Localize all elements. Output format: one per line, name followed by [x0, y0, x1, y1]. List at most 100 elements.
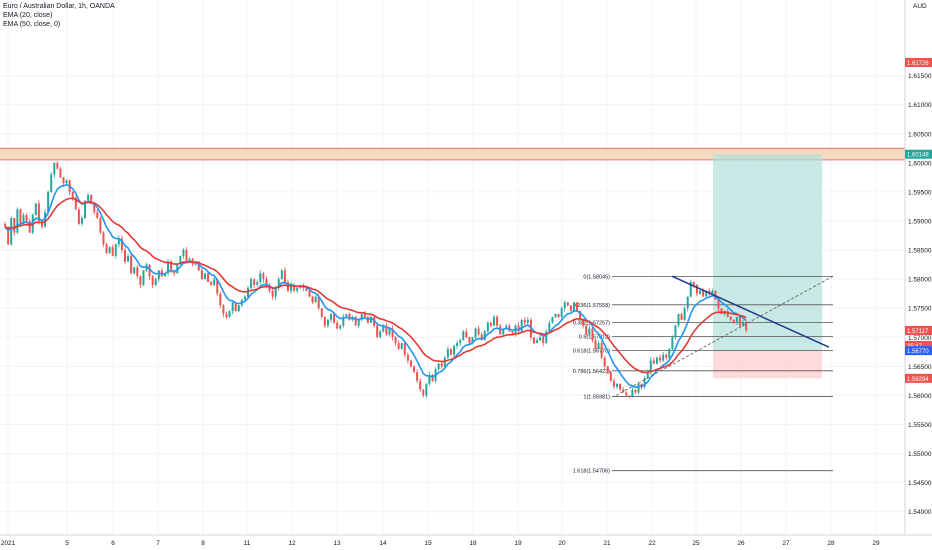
candle-body — [34, 203, 37, 216]
price-tick-label: 1.59500 — [908, 189, 932, 196]
candle-body — [579, 311, 582, 320]
candle-body — [102, 232, 105, 245]
candle-body — [200, 270, 203, 280]
fib-level-label: 0.618(1.56770) — [573, 349, 610, 355]
fib-level-label: 1.618(1.54706) — [573, 469, 610, 475]
candle-body — [348, 314, 351, 320]
candle-body — [7, 226, 10, 245]
candle-body — [655, 357, 658, 364]
symbol-title[interactable]: Euro / Australian Dollar, 1h, OANDA — [3, 3, 115, 10]
candle-body — [489, 322, 492, 326]
candle-body — [594, 340, 597, 349]
candle-body — [413, 366, 416, 373]
candle-body — [729, 316, 732, 320]
candle-body — [388, 328, 391, 335]
candle-body — [643, 377, 646, 387]
candle-body — [449, 348, 452, 355]
candle-body — [74, 197, 77, 210]
price-tick-label: 1.58000 — [908, 277, 932, 284]
candle-body — [532, 337, 535, 344]
candle-body — [207, 273, 210, 283]
candle-body — [339, 325, 342, 329]
candle-body — [609, 372, 612, 381]
candle-body — [453, 346, 456, 355]
candle-body — [345, 314, 348, 317]
ema-lines — [4, 183, 747, 389]
candle-body — [640, 383, 643, 387]
ema-slow-label[interactable]: EMA (50, close, 0) — [3, 21, 61, 28]
candle-body — [360, 314, 363, 320]
candle-body — [600, 343, 603, 358]
candle-body — [569, 305, 572, 312]
candle-body — [683, 308, 686, 320]
candle-body — [108, 247, 111, 253]
candle-body — [557, 314, 560, 317]
time-tick-label: 20 — [558, 540, 566, 547]
candle-body — [674, 325, 677, 338]
candle-body — [431, 375, 434, 381]
time-tick-label: 29 — [872, 540, 880, 547]
candle-body — [142, 270, 145, 285]
price-label-tag — [905, 325, 932, 335]
candle-body — [585, 325, 588, 335]
time-axis[interactable]: 2021 5 6 7 8 11 12 13 14 15 18 19 20 21 22 25 26 27 28 29 — [0, 534, 932, 547]
candle-body — [133, 267, 136, 274]
candle-body — [616, 383, 618, 387]
price-axis[interactable]: 1.61500 1.61000 1.60500 1.60000 1.59500 1.590… — [904, 0, 932, 550]
candle-body — [409, 360, 412, 367]
candle-body — [520, 319, 523, 332]
candle-body — [262, 273, 265, 280]
price-tick-label: 1.57000 — [908, 335, 932, 342]
candle-body — [711, 290, 714, 294]
candle-body — [376, 325, 379, 338]
candle-body — [465, 331, 468, 338]
candle-body — [428, 375, 431, 384]
price-tick-label: 1.60500 — [908, 131, 932, 138]
candle-body — [493, 316, 495, 326]
candle-body — [634, 389, 637, 393]
candle-body — [665, 354, 668, 358]
candle-body — [370, 316, 372, 323]
time-tick-label: 2021 — [1, 540, 16, 547]
price-label-text: 1.56294 — [907, 377, 929, 383]
candle-body — [742, 322, 745, 326]
candle-body — [256, 282, 259, 285]
resistance-zone — [0, 148, 905, 160]
fib-level-label: 0.236(1.57558) — [573, 303, 610, 309]
candle-body — [692, 282, 695, 285]
stop-loss-zone — [713, 350, 822, 379]
candle-body — [739, 316, 741, 326]
candle-body — [539, 337, 542, 341]
candle-body — [403, 343, 406, 355]
candle-body — [649, 360, 652, 373]
price-label-tag — [905, 346, 932, 356]
candle-body — [563, 302, 566, 309]
candle-body — [496, 316, 499, 326]
candle-body — [391, 328, 394, 338]
candle-body — [136, 267, 139, 277]
candle-body — [677, 314, 680, 326]
candle-body — [117, 238, 120, 245]
candle-body — [323, 316, 326, 326]
candle-body — [597, 343, 600, 349]
candle-body — [268, 284, 271, 291]
price-tick-label: 1.60000 — [908, 160, 932, 167]
candle-body — [37, 203, 40, 221]
candle-body — [406, 354, 409, 361]
price-tick-label: 1.54000 — [908, 509, 932, 516]
candle-body — [40, 220, 43, 227]
candle-body — [274, 287, 277, 297]
candle-body — [536, 340, 539, 344]
candle-body — [320, 308, 323, 317]
time-tick-label: 21 — [603, 540, 611, 547]
time-tick-label: 25 — [692, 540, 700, 547]
candle-body — [342, 316, 345, 326]
candle-body — [582, 319, 585, 326]
time-tick-label: 7 — [156, 540, 160, 547]
candle-body — [16, 209, 19, 233]
candle-body — [163, 273, 166, 277]
candle-body — [10, 218, 13, 245]
price-tick-label: 1.55500 — [908, 422, 932, 429]
ema-fast-label[interactable]: EMA (20, close) — [3, 12, 53, 19]
